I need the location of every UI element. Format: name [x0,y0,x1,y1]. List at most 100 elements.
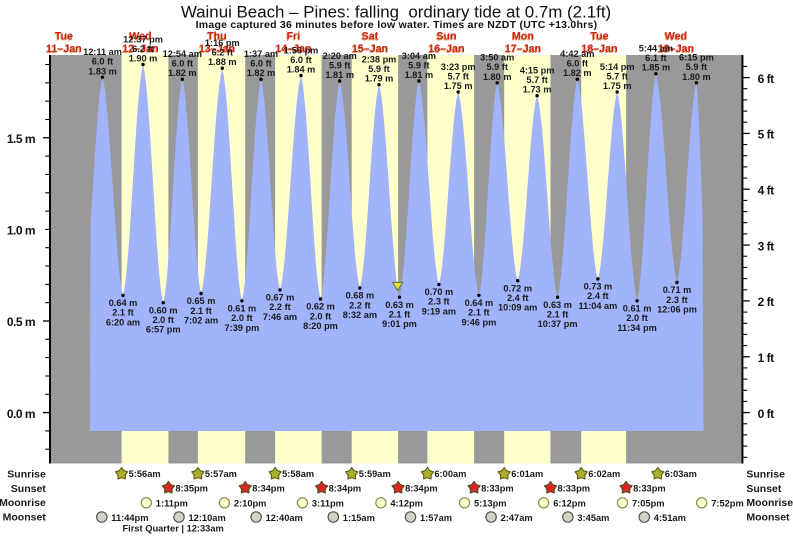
svg-text:13–Jan: 13–Jan [199,43,235,55]
svg-text:9:01 pm: 9:01 pm [382,319,417,329]
svg-text:7:05pm: 7:05pm [632,498,665,508]
svg-text:4:15 pm: 4:15 pm [520,66,555,76]
svg-text:2:47am: 2:47am [501,513,533,523]
svg-text:5.7 ft: 5.7 ft [447,71,468,81]
svg-text:7:39 pm: 7:39 pm [225,323,260,333]
svg-text:6.2 ft: 6.2 ft [132,44,153,54]
svg-text:2.1 ft: 2.1 ft [468,308,489,318]
svg-text:2.1 ft: 2.1 ft [190,306,211,316]
svg-text:5.7 ft: 5.7 ft [606,71,627,81]
svg-text:12:10am: 12:10am [189,513,226,523]
svg-text:1 ft: 1 ft [758,351,775,365]
svg-text:6:12pm: 6:12pm [553,498,586,508]
svg-text:6.0 ft: 6.0 ft [250,59,271,69]
svg-text:11:04 am: 11:04 am [578,301,617,311]
svg-text:11–Jan: 11–Jan [46,43,82,55]
svg-text:6.1 ft: 6.1 ft [645,53,666,63]
svg-text:6.0 ft: 6.0 ft [172,59,193,69]
svg-text:14–Jan: 14–Jan [275,43,311,55]
svg-text:0 ft: 0 ft [758,407,775,421]
svg-text:11–Jan: 11–Jan [45,44,81,56]
svg-text:1.83 m: 1.83 m [88,66,117,76]
svg-text:7:46 am: 7:46 am [263,312,297,322]
svg-text:0.68 m: 0.68 m [346,291,375,301]
svg-text:1.79 m: 1.79 m [365,74,394,84]
svg-text:15–Jan: 15–Jan [351,44,387,56]
svg-text:10:37 pm: 10:37 pm [538,319,578,329]
svg-text:2.1 ft: 2.1 ft [389,310,410,320]
svg-text:Tue: Tue [54,32,72,44]
svg-text:8:35pm: 8:35pm [175,484,208,494]
svg-text:6 ft: 6 ft [758,72,775,86]
svg-text:2:20 am: 2:20 am [323,51,357,61]
svg-text:2 ft: 2 ft [758,295,775,309]
svg-text:8:33pm: 8:33pm [481,484,514,494]
svg-text:3:23 pm: 3:23 pm [441,62,476,72]
svg-text:1.75 m: 1.75 m [603,81,632,91]
svg-text:Moonrise: Moonrise [0,497,46,509]
svg-text:5:57am: 5:57am [205,469,237,479]
svg-text:2.2 ft: 2.2 ft [269,302,290,312]
svg-text:12:40am: 12:40am [266,513,303,523]
svg-text:8:32 am: 8:32 am [343,310,377,320]
svg-text:1:15am: 1:15am [343,513,375,523]
svg-text:1:57am: 1:57am [420,513,452,523]
svg-text:1.81 m: 1.81 m [325,70,354,80]
svg-text:2.4 ft: 2.4 ft [587,291,608,301]
svg-text:Sunset: Sunset [746,483,782,495]
svg-text:1.90 m: 1.90 m [129,54,158,64]
svg-text:6.0 ft: 6.0 ft [92,57,113,67]
svg-text:9:46 pm: 9:46 pm [462,317,497,327]
svg-text:1.82 m: 1.82 m [247,68,276,78]
svg-text:Mon: Mon [512,31,534,43]
svg-text:Moonrise: Moonrise [746,497,793,509]
svg-text:0.5 m: 0.5 m [7,315,35,329]
svg-text:0.63 m: 0.63 m [543,300,572,310]
svg-text:4:12pm: 4:12pm [390,498,423,508]
svg-text:18–Jan: 18–Jan [581,43,617,55]
svg-text:6:15 pm: 6:15 pm [679,53,714,63]
svg-text:4:42 am: 4:42 am [560,49,594,59]
svg-text:2.1 ft: 2.1 ft [112,308,133,318]
svg-text:1:11pm: 1:11pm [156,498,188,508]
svg-text:2.0 ft: 2.0 ft [152,315,173,325]
svg-text:1.5 m: 1.5 m [7,132,35,146]
svg-text:Mon: Mon [511,32,533,44]
svg-text:6.2 ft: 6.2 ft [212,48,233,58]
svg-text:6:01am: 6:01am [511,469,543,479]
svg-text:5.9 ft: 5.9 ft [408,60,429,70]
svg-text:0.71 m: 0.71 m [663,285,692,295]
svg-text:2.3 ft: 2.3 ft [428,297,449,307]
svg-text:5 ft: 5 ft [758,128,775,142]
svg-text:6:03am: 6:03am [665,469,697,479]
svg-text:8:20 pm: 8:20 pm [303,321,338,331]
svg-text:1.88 m: 1.88 m [208,57,237,67]
svg-text:2.0 ft: 2.0 ft [310,311,331,321]
svg-text:Thu: Thu [206,32,226,44]
svg-text:0.72 m: 0.72 m [503,283,532,293]
svg-text:1.84 m: 1.84 m [287,65,316,75]
svg-text:9:19 am: 9:19 am [422,306,456,316]
svg-text:1.85 m: 1.85 m [642,63,671,73]
svg-text:6:20 am: 6:20 am [106,317,140,327]
svg-text:8:34pm: 8:34pm [405,484,438,494]
svg-text:5.9 ft: 5.9 ft [486,62,507,72]
svg-text:Sunrise: Sunrise [746,469,785,481]
svg-text:8:33pm: 8:33pm [633,484,666,494]
svg-text:17–Jan: 17–Jan [504,44,540,56]
svg-text:3:11pm: 3:11pm [312,498,344,508]
svg-text:3:50 am: 3:50 am [480,53,514,63]
svg-text:0.64 m: 0.64 m [465,298,494,308]
svg-text:5.9 ft: 5.9 ft [686,62,707,72]
svg-text:1.82 m: 1.82 m [168,68,197,78]
svg-text:6.0 ft: 6.0 ft [290,55,311,65]
svg-text:1:56 pm: 1:56 pm [284,45,319,55]
svg-text:5.7 ft: 5.7 ft [526,75,547,85]
svg-text:2.3 ft: 2.3 ft [666,295,687,305]
svg-text:0.73 m: 0.73 m [584,282,613,292]
svg-text:12–Jan: 12–Jan [122,43,158,55]
svg-text:11:44pm: 11:44pm [111,513,148,523]
svg-text:1.75 m: 1.75 m [444,81,473,91]
svg-text:3:04 am: 3:04 am [402,51,436,61]
svg-text:0.70 m: 0.70 m [425,287,454,297]
